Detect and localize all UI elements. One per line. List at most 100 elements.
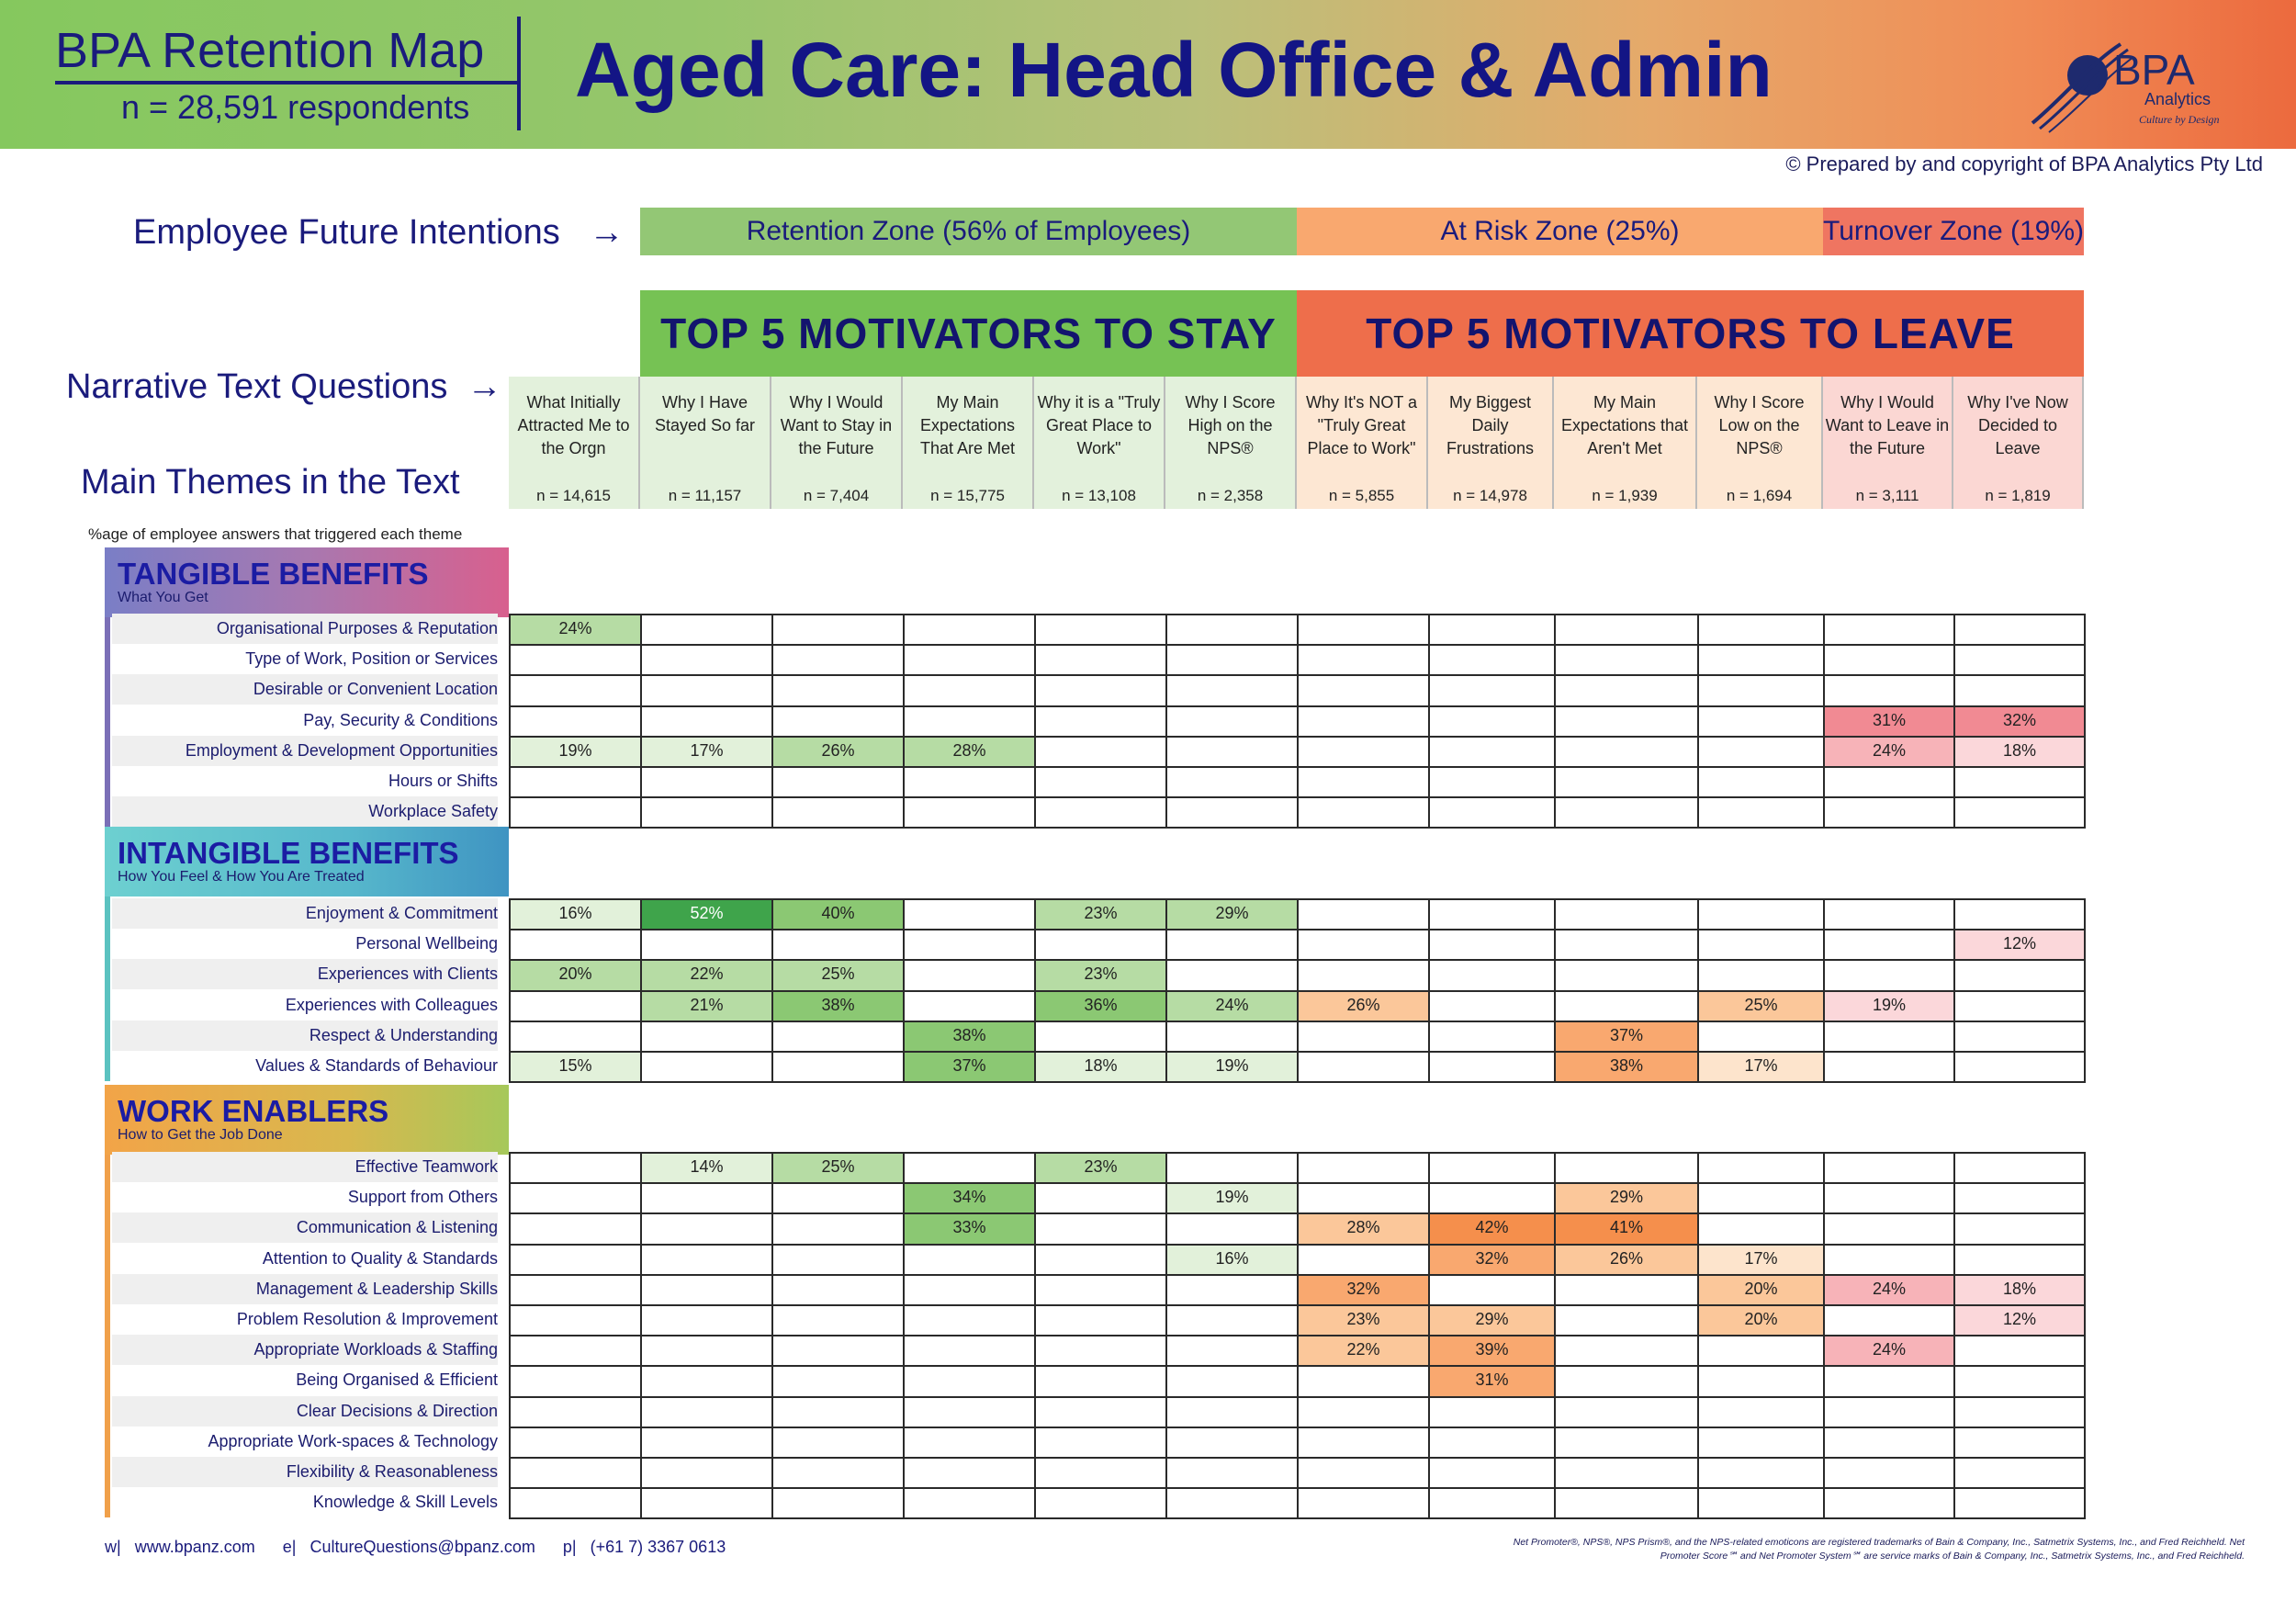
heatmap-cell xyxy=(1554,735,1699,768)
question-header-8: My Biggest Daily Frustrations n = 14,978 xyxy=(1428,377,1554,509)
heatmap-cell xyxy=(509,1395,642,1428)
arrow-right-icon: → xyxy=(589,213,625,252)
heatmap-cell xyxy=(1697,1020,1825,1053)
heatmap-cell xyxy=(1697,705,1825,738)
heatmap-cell xyxy=(1034,1487,1167,1520)
theme-row-label: Communication & Listening xyxy=(112,1212,498,1244)
heatmap-cell xyxy=(1953,1212,2086,1246)
theme-row-label: Enjoyment & Commitment xyxy=(112,898,498,929)
question-text: Why I Score Low on the NPS® xyxy=(1714,393,1805,457)
heatmap-cell xyxy=(1297,929,1430,962)
heatmap-cell xyxy=(1697,766,1825,799)
turnover-zone-band: Turnover Zone (19%) xyxy=(1823,208,2084,255)
heatmap-cell: 21% xyxy=(640,989,773,1022)
heatmap-cell xyxy=(1428,735,1556,768)
heatmap-cell xyxy=(640,1457,773,1490)
theme-row-label: Pay, Security & Conditions xyxy=(112,705,498,736)
heatmap-cell xyxy=(1428,989,1556,1022)
question-sample-size: n = 5,855 xyxy=(1328,487,1395,504)
heatmap-cell: 52% xyxy=(640,898,773,931)
heatmap-cell xyxy=(1554,959,1699,992)
heatmap-cell xyxy=(509,929,642,962)
question-header-4: My Main Expectations That Are Met n = 15,… xyxy=(903,377,1034,509)
heatmap-cell xyxy=(1554,1335,1699,1368)
heatmap-cell xyxy=(1953,1335,2086,1368)
heatmap-cell xyxy=(509,1304,642,1337)
heatmap-cell xyxy=(903,1304,1036,1337)
theme-row-label: Flexibility & Reasonableness xyxy=(112,1457,498,1487)
heatmap-cell xyxy=(509,1426,642,1459)
heatmap-cell: 22% xyxy=(1297,1335,1430,1368)
heatmap-cell xyxy=(1823,1304,1955,1337)
section-intangible-benefits: INTANGIBLE BENEFITS How You Feel & How Yo… xyxy=(105,827,509,897)
heatmap-cell xyxy=(1428,1273,1556,1306)
heatmap-cell: 20% xyxy=(1697,1304,1825,1337)
heatmap-cell: 14% xyxy=(640,1152,773,1185)
heatmap-cell: 18% xyxy=(1034,1051,1167,1084)
heatmap-cell xyxy=(771,1051,905,1084)
heatmap-cell xyxy=(1953,1051,2086,1084)
heatmap-cell xyxy=(1428,674,1556,707)
phone-label: p| xyxy=(562,1538,577,1556)
heatmap-cell: 28% xyxy=(903,735,1036,768)
heatmap-cell xyxy=(1554,898,1699,931)
question-sample-size: n = 2,358 xyxy=(1197,487,1264,504)
heatmap-cell xyxy=(1697,1457,1825,1490)
email-link[interactable]: CultureQuestions@bpanz.com xyxy=(310,1538,535,1556)
heatmap-cell xyxy=(1953,989,2086,1022)
heatmap-cell xyxy=(1297,1365,1430,1398)
website-link[interactable]: www.bpanz.com xyxy=(134,1538,255,1556)
heatmap-cell xyxy=(771,705,905,738)
heatmap-cell xyxy=(1953,1243,2086,1276)
heatmap-cell: 25% xyxy=(771,959,905,992)
heatmap-cell: 22% xyxy=(640,959,773,992)
heatmap-cell xyxy=(1034,1212,1167,1246)
heatmap-cell xyxy=(903,614,1036,647)
heatmap-cell xyxy=(640,766,773,799)
heatmap-cell xyxy=(1428,796,1556,829)
section-subtitle: What You Get xyxy=(118,590,208,605)
heatmap-cell xyxy=(1823,1457,1955,1490)
heatmap-cell xyxy=(1953,1426,2086,1459)
phone-number: (+61 7) 3367 0613 xyxy=(590,1538,726,1556)
heatmap-cell xyxy=(771,1212,905,1246)
logo-tagline: Culture by Design xyxy=(2139,113,2220,126)
heatmap-cell xyxy=(771,1487,905,1520)
heatmap-cell: 37% xyxy=(903,1051,1036,1084)
heatmap-cell xyxy=(771,929,905,962)
heatmap-cell xyxy=(771,796,905,829)
heatmap-cell xyxy=(640,1426,773,1459)
heatmap-cell xyxy=(1034,1365,1167,1398)
heatmap-cell: 23% xyxy=(1034,1152,1167,1185)
heatmap-cell xyxy=(903,1335,1036,1368)
heatmap-cell xyxy=(640,614,773,647)
heatmap-cell xyxy=(1165,929,1299,962)
heatmap-cell xyxy=(903,1365,1036,1398)
heatmap-cell xyxy=(1297,898,1430,931)
heatmap-cell xyxy=(1165,796,1299,829)
theme-row-label: Workplace Safety xyxy=(112,796,498,828)
heatmap-cell: 18% xyxy=(1953,735,2086,768)
question-text: Why It's NOT a "Truly Great Place to Wor… xyxy=(1305,393,1418,457)
theme-row-label: Type of Work, Position or Services xyxy=(112,644,498,675)
heatmap-cell xyxy=(509,1487,642,1520)
section-title: INTANGIBLE BENEFITS xyxy=(118,836,459,870)
theme-row-label: Appropriate Work-spaces & Technology xyxy=(112,1426,498,1457)
heatmap-cell: 28% xyxy=(1297,1212,1430,1246)
theme-row-label: Desirable or Convenient Location xyxy=(112,674,498,705)
heatmap-cell xyxy=(771,766,905,799)
heatmap-cell xyxy=(1554,1273,1699,1306)
heatmap-cell: 12% xyxy=(1953,929,2086,962)
heatmap-cell xyxy=(509,1457,642,1490)
question-text: Why I Have Stayed So far xyxy=(654,393,756,434)
heatmap-cell xyxy=(1165,766,1299,799)
heatmap-cell xyxy=(640,1051,773,1084)
heatmap-cell xyxy=(903,766,1036,799)
heatmap-cell: 37% xyxy=(1554,1020,1699,1053)
heatmap-cell xyxy=(1297,959,1430,992)
heatmap-cell xyxy=(1953,1182,2086,1215)
heatmap-cell: 29% xyxy=(1165,898,1299,931)
heatmap-cell xyxy=(771,1243,905,1276)
theme-row-label: Organisational Purposes & Reputation xyxy=(112,614,498,644)
section-subtitle: How to Get the Job Done xyxy=(118,1127,283,1143)
